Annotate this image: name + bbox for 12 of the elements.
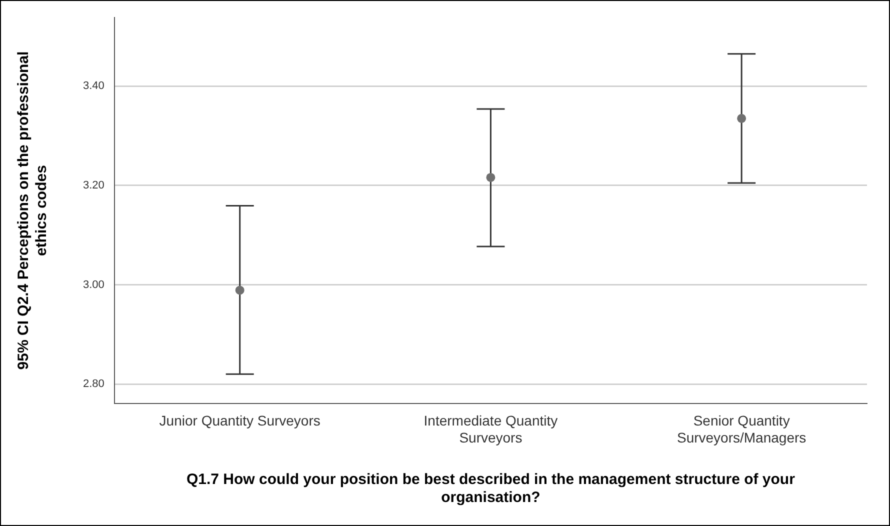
- y-tick-label: 3.40: [82, 80, 104, 92]
- point: [737, 114, 746, 123]
- x-tick-label: Junior Quantity Surveyors: [159, 412, 320, 429]
- y-tick-label: 2.80: [82, 378, 104, 390]
- y-axis-title: 95% CI Q2.4 Perceptions on the professional ethics codes: [15, 51, 50, 370]
- x-axis-title: Q1.7 How could your position be best described in the management structure of your organisation?: [186, 471, 796, 506]
- y-tick-label: 3.00: [82, 278, 104, 291]
- y-tick-label: 3.20: [82, 179, 104, 192]
- point: [235, 286, 244, 295]
- point: [486, 172, 496, 182]
- x-tick-label: Intermediate Quantity Surveyors: [424, 412, 558, 446]
- x-tick-label: Senior Quantity Surveyors/Managers: [676, 412, 806, 446]
